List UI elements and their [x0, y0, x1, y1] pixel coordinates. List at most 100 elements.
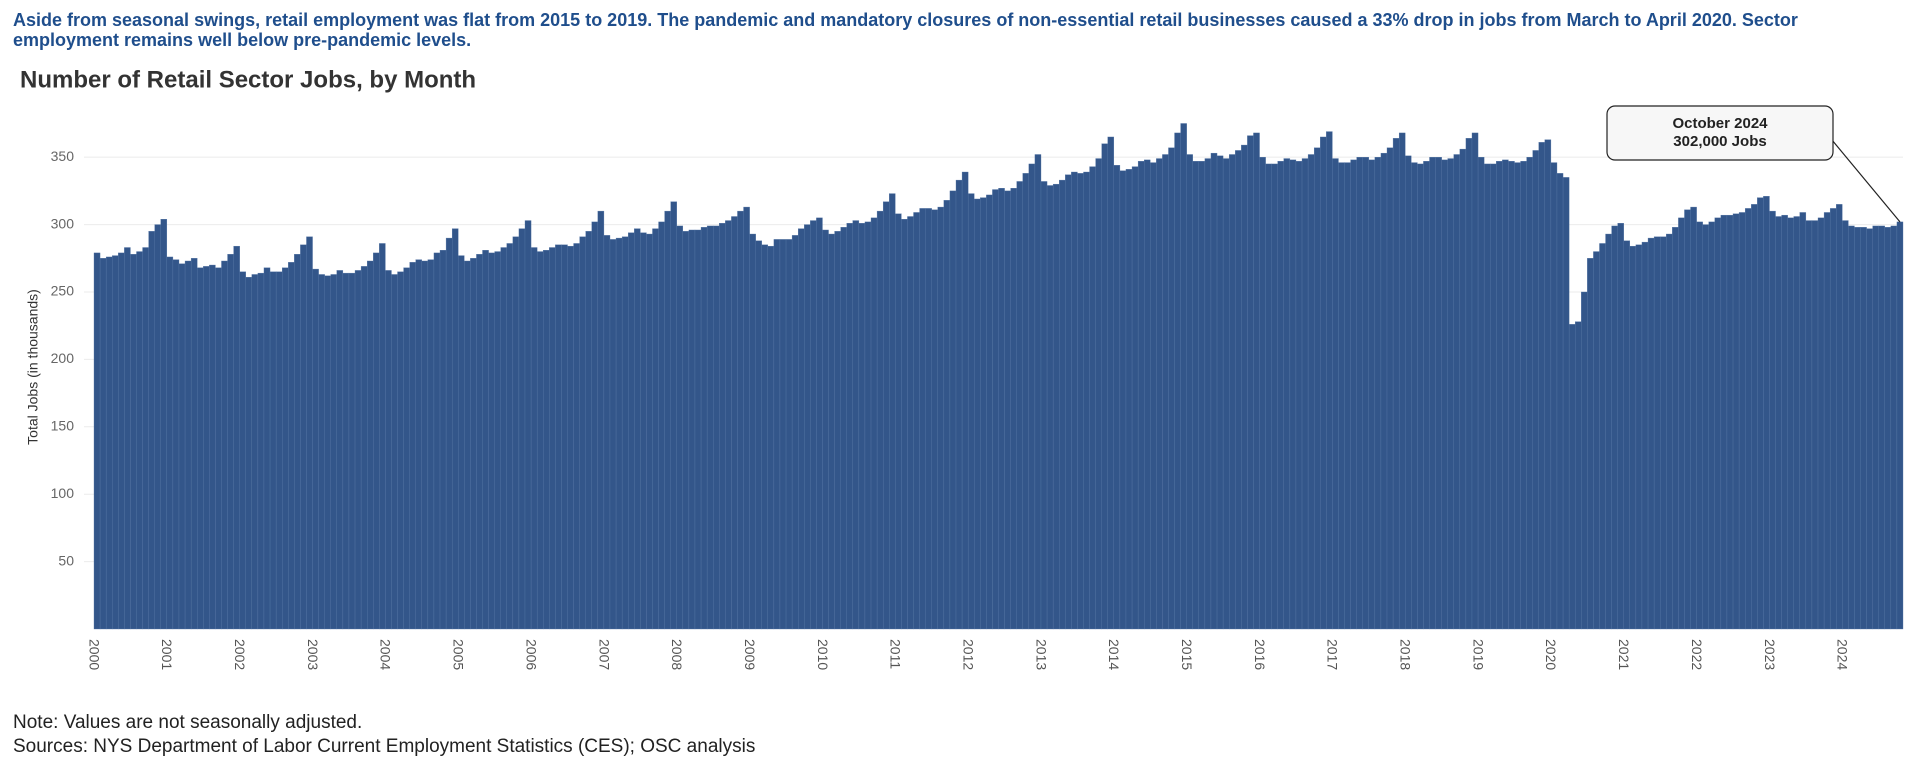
- bar: [160, 219, 168, 630]
- bar: [1520, 161, 1527, 630]
- bar: [992, 189, 999, 630]
- x-tick-label: 2011: [888, 639, 904, 669]
- bar: [379, 243, 386, 630]
- bar: [530, 247, 538, 630]
- bar: [1071, 171, 1078, 630]
- bar: [1362, 157, 1369, 630]
- bar: [1635, 244, 1643, 630]
- bar: [1259, 157, 1266, 630]
- bar: [203, 266, 210, 630]
- bar: [931, 209, 938, 630]
- bar: [373, 252, 380, 630]
- bar: [1744, 208, 1752, 630]
- bar: [336, 270, 344, 630]
- bar: [1653, 236, 1661, 630]
- bar: [1180, 123, 1187, 630]
- bar: [980, 197, 987, 630]
- bar: [93, 252, 101, 630]
- bar: [1253, 132, 1260, 630]
- x-tick-label: 2000: [86, 639, 102, 670]
- bar: [518, 228, 526, 630]
- bar: [197, 267, 204, 630]
- bar: [1411, 162, 1418, 630]
- bar: [713, 225, 720, 630]
- annotation-box: [1606, 105, 1834, 161]
- x-tick-label: 2018: [1398, 639, 1414, 670]
- bar: [1216, 155, 1224, 630]
- y-tick-label: 300: [51, 215, 75, 231]
- bar: [731, 216, 738, 630]
- bar: [1690, 206, 1697, 630]
- bar: [543, 250, 550, 630]
- bar: [233, 245, 240, 630]
- bar: [451, 228, 459, 630]
- bar: [348, 272, 356, 630]
- bar: [1726, 214, 1734, 630]
- bar: [828, 233, 835, 630]
- bar: [949, 190, 957, 630]
- bar: [1405, 155, 1412, 630]
- bar: [1398, 132, 1406, 630]
- bar: [700, 227, 708, 630]
- bar: [500, 247, 507, 630]
- bar: [506, 243, 514, 630]
- bar: [1623, 240, 1631, 630]
- x-tick-label: 2008: [669, 639, 685, 670]
- bar: [834, 231, 841, 630]
- bar: [1040, 181, 1048, 630]
- bar: [640, 232, 647, 630]
- x-tick-label: 2007: [596, 639, 612, 670]
- bar: [852, 220, 860, 630]
- bar: [1799, 212, 1807, 630]
- x-tick-label: 2005: [451, 639, 467, 670]
- bar: [1738, 212, 1746, 630]
- bar: [670, 201, 677, 630]
- bar: [1083, 171, 1090, 630]
- bar: [1793, 216, 1800, 630]
- bar: [597, 210, 605, 630]
- bar: [1508, 161, 1515, 630]
- bar: [476, 254, 483, 630]
- x-tick-label: 2004: [378, 639, 394, 670]
- bar: [1374, 157, 1382, 630]
- bar: [1581, 291, 1588, 630]
- bar: [245, 276, 253, 630]
- bar: [124, 247, 131, 630]
- bar: [1532, 150, 1539, 630]
- y-tick-label: 250: [51, 283, 75, 299]
- x-tick-label: 2006: [523, 639, 539, 670]
- bar: [961, 171, 969, 630]
- bar: [1593, 251, 1600, 630]
- bar: [1168, 147, 1175, 630]
- bar: [1144, 159, 1151, 630]
- x-tick-label: 2002: [232, 639, 248, 670]
- bar: [858, 223, 866, 630]
- bar: [779, 239, 787, 630]
- bar: [312, 268, 319, 630]
- bar: [112, 255, 119, 630]
- bar: [870, 217, 878, 630]
- bar: [791, 235, 799, 630]
- bar: [555, 244, 562, 630]
- bar: [1878, 225, 1885, 630]
- x-tick-label: 2016: [1252, 639, 1268, 670]
- x-tick-label: 2012: [960, 639, 976, 670]
- bar: [445, 237, 453, 630]
- bar: [1787, 217, 1794, 630]
- bar: [907, 216, 914, 630]
- bar: [1860, 227, 1867, 630]
- bar: [360, 266, 368, 630]
- bar: [1817, 217, 1825, 630]
- bar: [1065, 174, 1072, 630]
- y-tick-label: 100: [51, 485, 75, 501]
- bar: [221, 260, 228, 630]
- bar: [494, 251, 501, 630]
- bar: [1720, 214, 1728, 630]
- bar: [1016, 181, 1023, 630]
- bar: [184, 260, 192, 630]
- annotation-text: 302,000 Jobs: [1673, 133, 1766, 150]
- bar: [1046, 185, 1054, 630]
- bar: [105, 256, 113, 630]
- bar: [943, 200, 951, 630]
